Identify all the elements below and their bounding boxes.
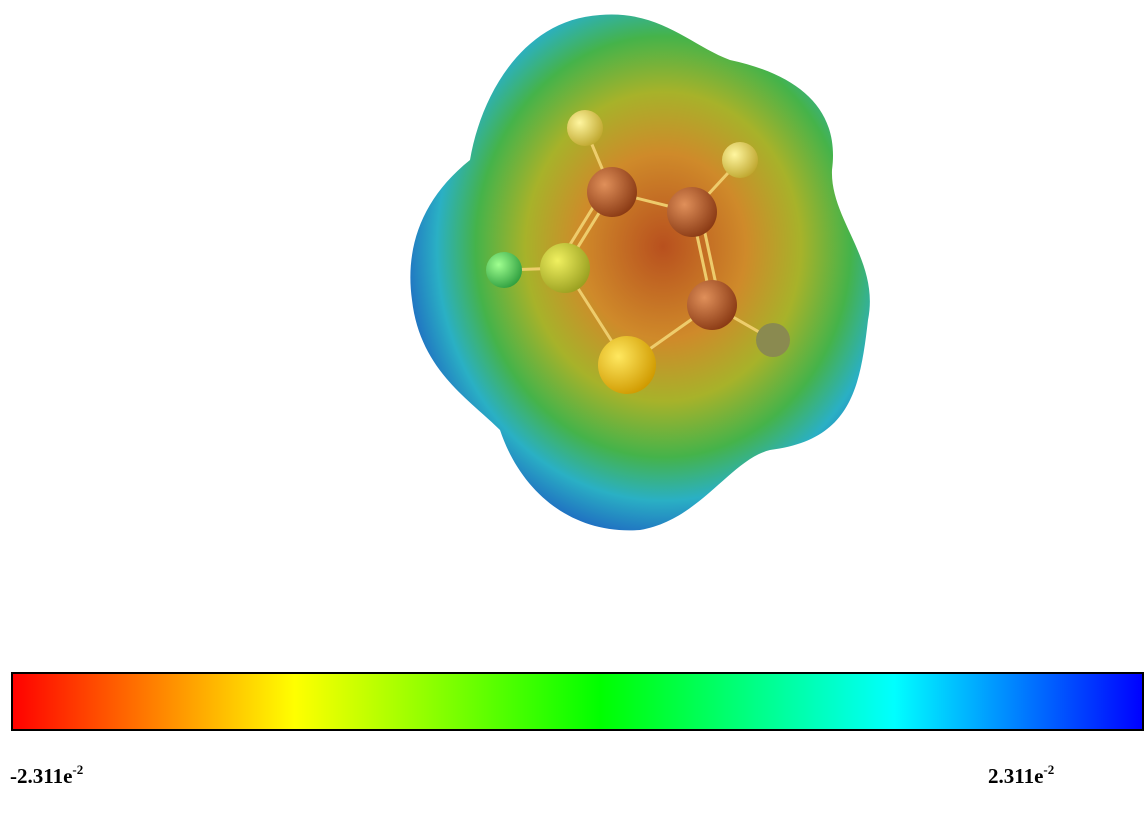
atom	[687, 280, 737, 330]
color-bar	[12, 673, 1143, 730]
atom	[540, 243, 590, 293]
page: -2.311e-2 2.311e-2 (() => { const data =…	[0, 0, 1144, 819]
atom	[667, 187, 717, 237]
min-mantissa: -2.311e	[10, 764, 72, 788]
mep-surface	[410, 15, 869, 531]
atom	[486, 252, 522, 288]
min-exponent: -2	[72, 762, 83, 777]
max-mantissa: 2.311e	[988, 764, 1043, 788]
atom	[722, 142, 758, 178]
max-label: 2.311e-2	[988, 762, 1054, 789]
atom	[598, 336, 656, 394]
atom	[567, 110, 603, 146]
atom	[756, 323, 790, 357]
min-label: -2.311e-2	[10, 762, 83, 789]
atom	[587, 167, 637, 217]
max-exponent: -2	[1043, 762, 1054, 777]
scene	[0, 0, 1144, 819]
